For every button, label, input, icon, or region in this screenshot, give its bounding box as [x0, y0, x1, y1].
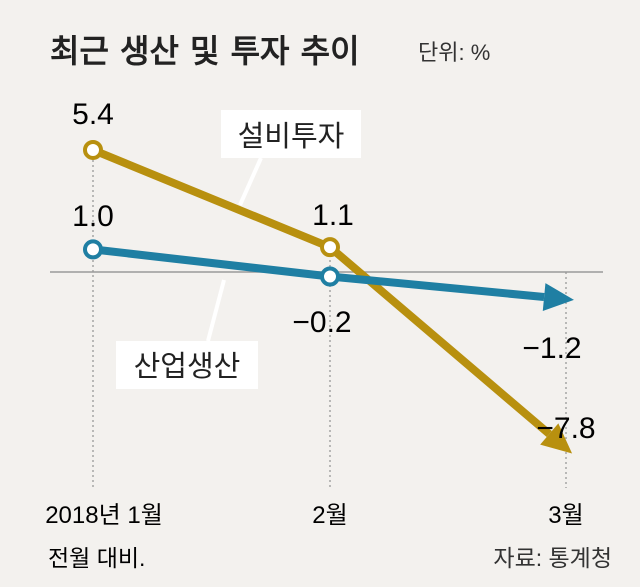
- callout-facility-investment: 설비투자: [221, 110, 361, 206]
- point-production-feb: [320, 266, 340, 287]
- chart-title: 최근 생산 및 투자 추이: [50, 32, 360, 70]
- arrowhead-industrial-production: [542, 283, 574, 311]
- callout-leader-investment: [238, 157, 263, 206]
- value-label-production-mar: −1.2: [522, 332, 581, 365]
- source-note: 자료: 통계청: [493, 545, 612, 571]
- unit-label: 단위: %: [418, 40, 490, 65]
- callout-box-investment: [221, 110, 361, 158]
- series-line-industrial-production: [92, 245, 545, 302]
- callout-industrial-production: 산업생산: [116, 279, 258, 389]
- series-label-investment: 설비투자: [238, 119, 345, 153]
- value-label-investment-mar: −7.8: [536, 412, 595, 445]
- x-tick-label-feb: 2월: [312, 502, 347, 529]
- arrowhead-facility-investment: [540, 423, 573, 454]
- point-investment-feb: [320, 237, 340, 258]
- point-production-jan: [83, 239, 103, 260]
- value-label-production-feb: −0.2: [292, 306, 351, 339]
- point-investment-jan: [83, 139, 103, 160]
- callout-leader-production: [206, 279, 226, 342]
- x-tick-label-mar: 3월: [548, 502, 583, 529]
- value-label-production-jan: 1.0: [72, 200, 114, 233]
- footnote: 전월 대비.: [48, 545, 145, 571]
- callout-box-production: [116, 341, 258, 389]
- value-label-investment-jan: 5.4: [72, 98, 114, 131]
- x-tick-label-jan: 2018년 1월: [45, 502, 163, 529]
- series-label-production: 산업생산: [134, 349, 241, 383]
- value-label-investment-feb: 1.1: [312, 199, 354, 232]
